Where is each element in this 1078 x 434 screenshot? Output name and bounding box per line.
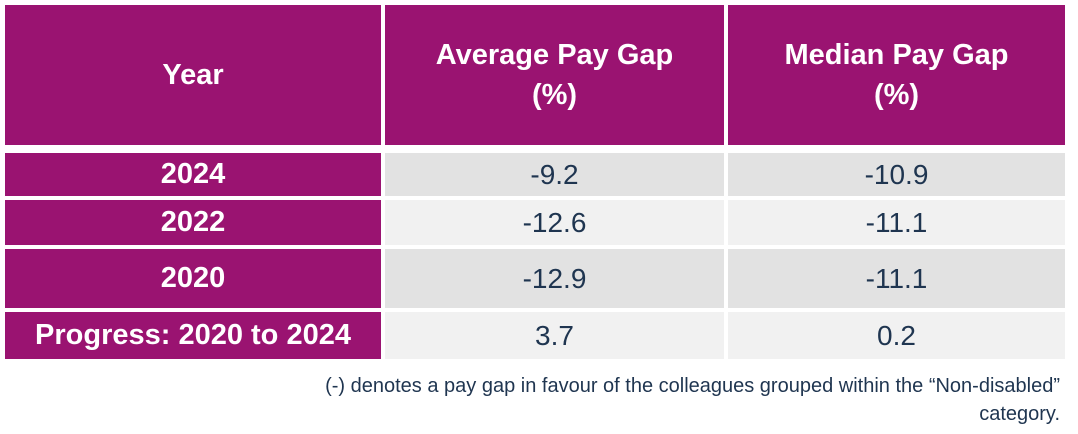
row-label-2020: 2020	[5, 249, 381, 308]
header-average-unit: (%)	[531, 79, 578, 111]
median-value-2024: -10.9	[728, 153, 1065, 196]
header-average-pay-gap: Average Pay Gap (%)	[385, 5, 724, 145]
header-median-unit: (%)	[873, 79, 920, 111]
header-average-label: Average Pay Gap	[435, 39, 674, 71]
median-value-progress: 0.2	[728, 312, 1065, 359]
footnote: (-) denotes a pay gap in favour of the c…	[325, 375, 1060, 425]
row-label-2024: 2024	[5, 153, 381, 196]
median-value-2020: -11.1	[728, 249, 1065, 308]
header-year: Year	[5, 5, 381, 145]
median-value-2022: -11.1	[728, 200, 1065, 245]
header-year-label: Year	[162, 59, 224, 91]
row-label-2022: 2022	[5, 200, 381, 245]
header-median-pay-gap: Median Pay Gap (%)	[728, 5, 1065, 145]
header-median-label: Median Pay Gap	[784, 39, 1009, 71]
average-value-2022: -12.6	[385, 200, 724, 245]
average-value-2020: -12.9	[385, 249, 724, 308]
average-value-2024: -9.2	[385, 153, 724, 196]
row-label-progress: Progress: 2020 to 2024	[5, 312, 381, 359]
average-value-progress: 3.7	[385, 312, 724, 359]
